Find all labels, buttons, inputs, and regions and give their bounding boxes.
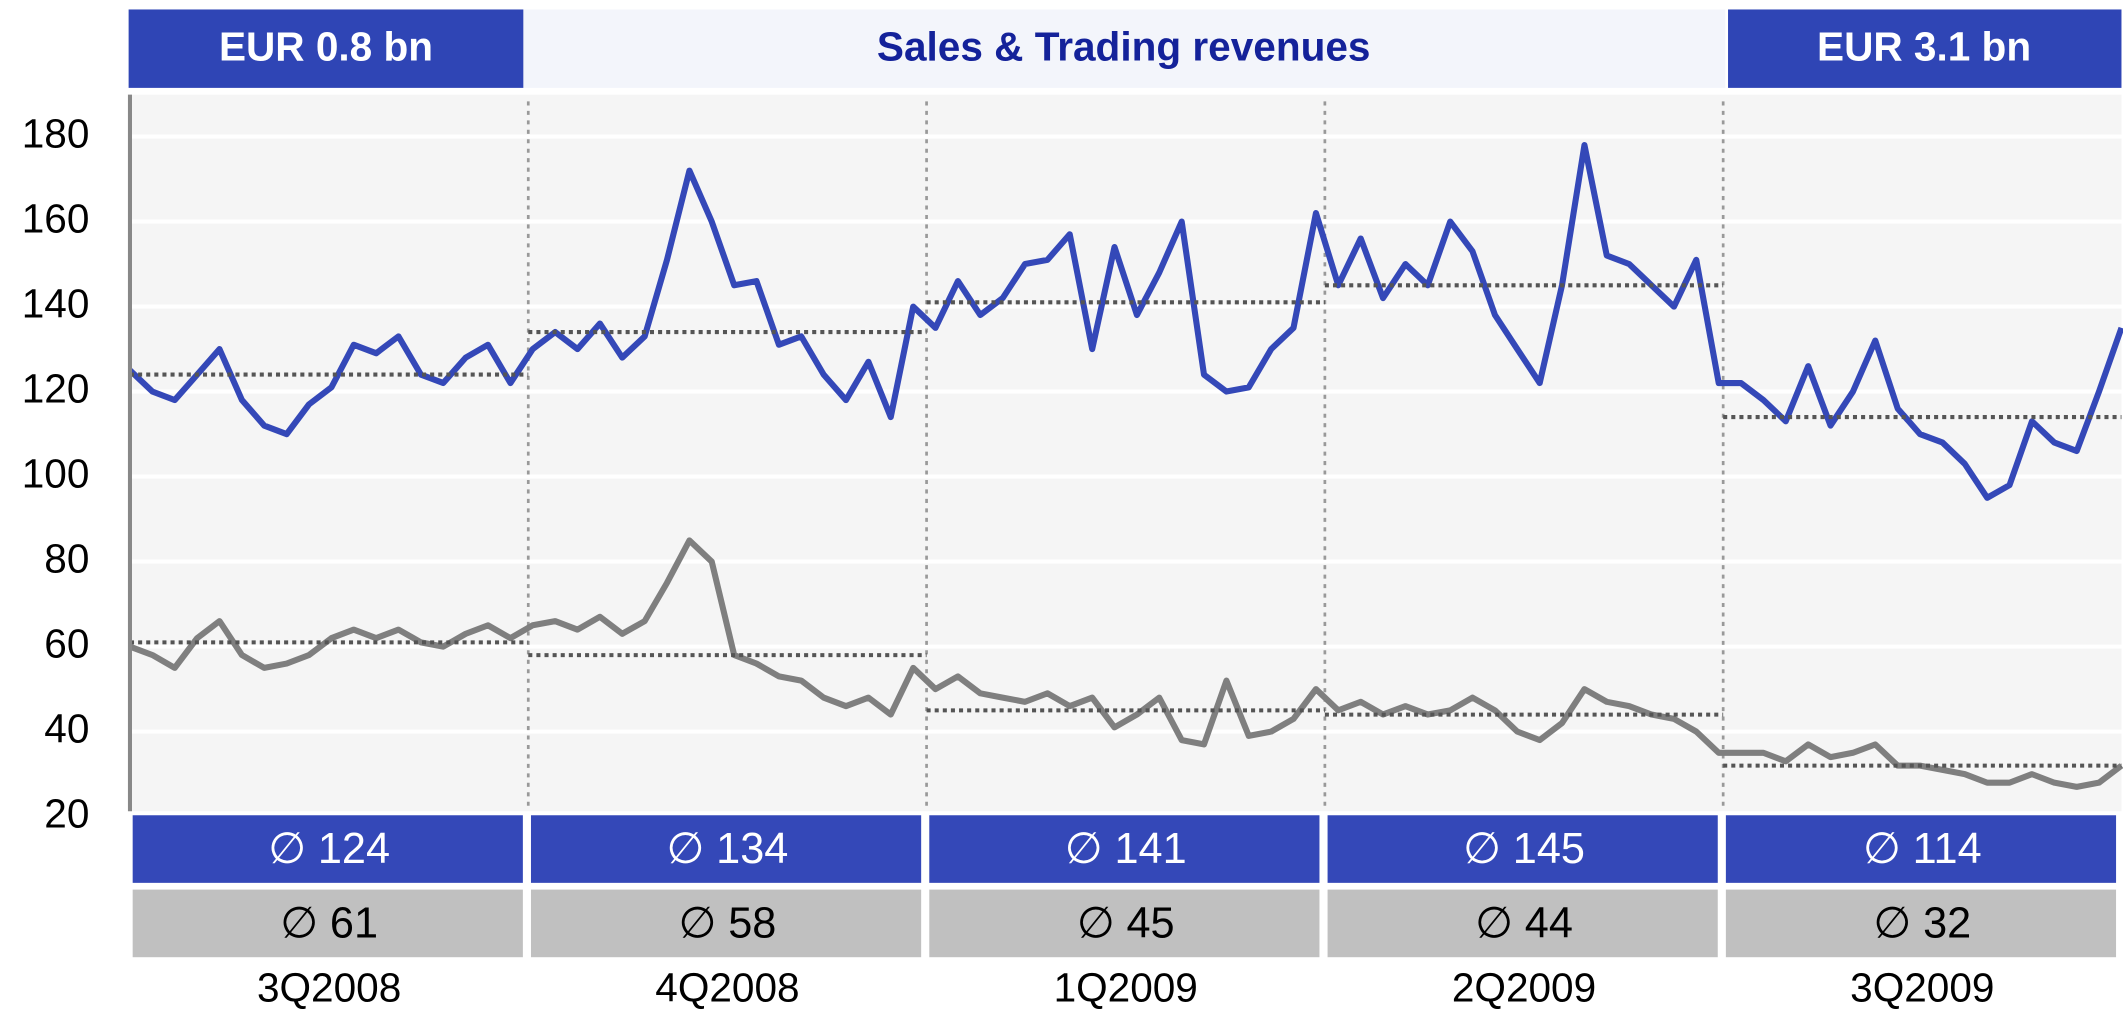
average-box xyxy=(1725,889,2117,958)
x-tick-label: 3Q2008 xyxy=(257,965,401,1011)
y-tick-label: 160 xyxy=(22,195,90,241)
average-label: ∅ 134 xyxy=(666,825,788,873)
average-label: ∅ 61 xyxy=(280,900,378,948)
average-label: ∅ 32 xyxy=(1873,900,1971,948)
average-label: ∅ 145 xyxy=(1463,825,1585,873)
y-tick-label: 20 xyxy=(44,790,89,836)
average-label: ∅ 141 xyxy=(1065,825,1187,873)
series-line xyxy=(128,537,2123,790)
y-tick-label: 120 xyxy=(22,365,90,411)
x-tick-label: 3Q2009 xyxy=(1850,965,1994,1011)
header-left-box xyxy=(128,9,524,88)
average-box xyxy=(929,889,1320,958)
x-tick-label: 4Q2008 xyxy=(655,965,799,1011)
y-tick-label: 60 xyxy=(44,620,89,666)
y-tick-label: 100 xyxy=(22,450,90,496)
header-right-box xyxy=(1728,9,2122,88)
y-tick-label: 80 xyxy=(44,535,89,581)
average-box xyxy=(1327,815,1718,883)
average-box xyxy=(132,889,523,958)
average-box xyxy=(530,889,922,958)
average-label: ∅ 58 xyxy=(679,900,777,948)
average-box xyxy=(132,815,523,883)
x-tick-label: 1Q2009 xyxy=(1054,965,1198,1011)
x-tick-label: 2Q2009 xyxy=(1452,965,1596,1011)
average-label: ∅ 124 xyxy=(268,825,390,873)
average-label: ∅ 45 xyxy=(1077,900,1175,948)
average-label: ∅ 44 xyxy=(1475,900,1573,948)
header-right: EUR 3.1 bn xyxy=(1817,24,2031,70)
y-tick-label: 180 xyxy=(22,110,90,156)
y-tick-label: 140 xyxy=(22,280,90,326)
header-left: EUR 0.8 bn xyxy=(219,24,433,70)
average-box xyxy=(1327,889,1718,958)
y-tick-label: 40 xyxy=(44,705,89,751)
average-label: ∅ 114 xyxy=(1863,825,1982,873)
average-box xyxy=(1725,815,2117,883)
average-box xyxy=(929,815,1320,883)
plot-background xyxy=(129,94,2122,812)
series-line xyxy=(127,142,2123,501)
average-box xyxy=(530,815,922,883)
chart-title: Sales & Trading revenues xyxy=(877,24,1371,70)
title-box xyxy=(523,9,1726,88)
